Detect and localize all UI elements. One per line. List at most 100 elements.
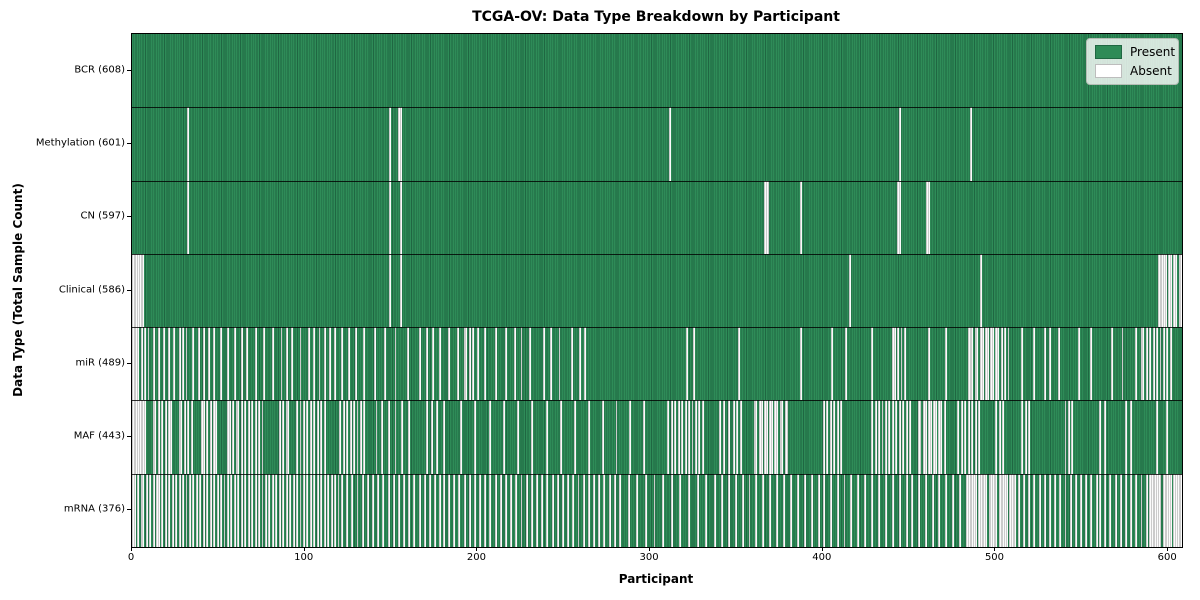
row-separator (132, 253, 1182, 255)
absent-stripe (213, 400, 216, 474)
x-tick-mark (821, 547, 823, 551)
absent-stripe (546, 473, 549, 547)
absent-stripe (397, 473, 400, 547)
absent-stripe (442, 473, 445, 547)
absent-stripe (770, 400, 773, 474)
y-tick-mark (127, 289, 131, 291)
absent-stripe (1068, 400, 1070, 474)
absent-stripe (917, 473, 920, 547)
absent-stripe (713, 473, 716, 547)
absent-stripe (347, 327, 350, 401)
absent-stripe (836, 400, 839, 474)
absent-stripe (688, 400, 690, 474)
absent-stripe (783, 473, 785, 547)
absent-stripe (979, 253, 982, 328)
absent-stripe (973, 473, 975, 547)
absent-stripe (142, 400, 145, 474)
absent-stripe (133, 327, 136, 401)
absent-stripe (1074, 473, 1077, 547)
absent-stripe (993, 473, 996, 547)
x-tick-mark (649, 547, 651, 551)
absent-stripe (1178, 253, 1181, 328)
absent-stripe (137, 253, 140, 328)
absent-stripe (484, 327, 487, 401)
absent-stripe (399, 107, 402, 181)
absent-stripe (271, 473, 274, 547)
present-swatch-icon (1095, 45, 1122, 59)
absent-stripe (753, 400, 756, 474)
absent-stripe (562, 473, 564, 547)
absent-stripe (299, 473, 302, 547)
y-tick-mark (127, 142, 131, 144)
absent-stripe (933, 400, 936, 474)
absent-stripe (213, 327, 216, 401)
absent-stripe (377, 473, 380, 547)
absent-stripe (1157, 253, 1160, 328)
absent-stripe (323, 473, 326, 547)
absent-stripe (237, 473, 240, 547)
absent-stripe (473, 473, 476, 547)
absent-stripe (313, 327, 316, 401)
absent-stripe (389, 253, 392, 328)
absent-stripe (342, 400, 345, 474)
absent-stripe (399, 253, 402, 328)
absent-stripe (309, 473, 312, 547)
absent-stripe (340, 327, 343, 401)
heatmap-row-maf (132, 400, 1182, 474)
absent-stripe (302, 473, 305, 547)
absent-stripe (453, 473, 456, 547)
absent-stripe (292, 473, 295, 547)
absent-stripe (340, 473, 343, 547)
absent-stripe (145, 473, 148, 547)
absent-stripe (1033, 473, 1036, 547)
absent-stripe (517, 400, 520, 474)
absent-stripe (1021, 400, 1024, 474)
absent-stripe (943, 400, 946, 474)
absent-stripe (138, 253, 141, 328)
absent-stripe (278, 473, 281, 547)
absent-stripe (985, 473, 988, 547)
absent-stripe (280, 327, 283, 401)
absent-stripe (727, 473, 730, 547)
absent-stripe (988, 473, 991, 547)
absent-stripe (891, 400, 894, 474)
absent-stripe (401, 400, 404, 474)
absent-stripe (137, 327, 140, 401)
absent-stripe (408, 400, 411, 474)
absent-stripe (505, 473, 507, 547)
x-tick-mark (476, 547, 478, 551)
legend-entry-present: Present (1095, 45, 1175, 59)
absent-stripe (1166, 473, 1169, 547)
absent-stripe (670, 473, 673, 547)
heatmap-row-bcr (132, 34, 1182, 108)
absent-stripe (132, 473, 134, 547)
absent-stripe (767, 180, 770, 254)
absent-stripe (261, 400, 264, 474)
absent-stripe (251, 473, 254, 547)
absent-stripe (1169, 473, 1172, 547)
absent-stripe (275, 473, 278, 547)
absent-stripe (163, 327, 165, 401)
absent-stripe (187, 107, 190, 181)
y-tick-label-cn: CN (597) (80, 210, 125, 222)
absent-stripe (168, 473, 171, 547)
absent-stripe (240, 327, 243, 401)
absent-stripe (929, 400, 932, 474)
absent-stripe (313, 400, 316, 474)
absent-stripe (1164, 253, 1167, 328)
absent-stripe (375, 400, 378, 474)
absent-stripe (1168, 253, 1171, 328)
x-tick-mark (131, 547, 132, 551)
absent-stripe (574, 400, 577, 474)
absent-stripe (705, 473, 708, 547)
absent-stripe (503, 400, 506, 474)
absent-stripe (992, 473, 994, 547)
absent-stripe (323, 327, 326, 401)
absent-stripe (133, 473, 136, 547)
absent-stripe (202, 400, 205, 474)
absent-stripe (226, 400, 229, 474)
absent-stripe (258, 473, 260, 547)
plot-area (131, 33, 1183, 548)
absent-stripe (429, 473, 431, 547)
absent-stripe (995, 400, 998, 474)
